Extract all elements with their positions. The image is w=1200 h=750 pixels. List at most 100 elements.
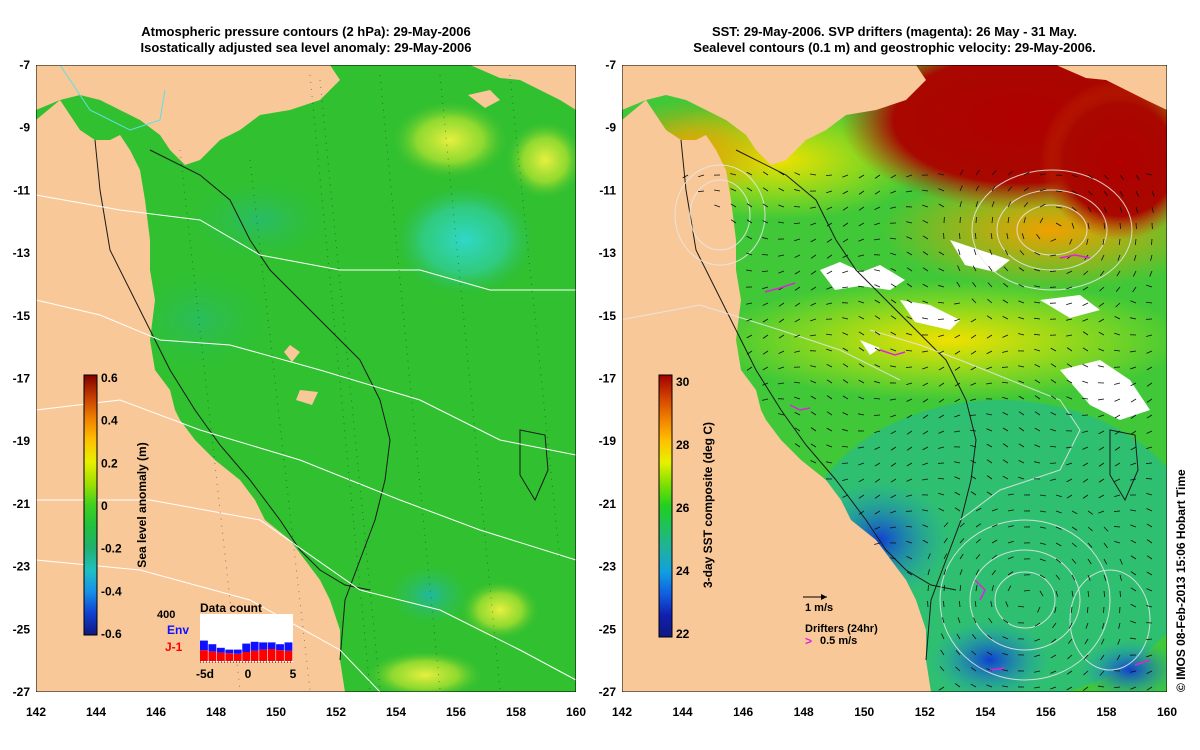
velocity-arrow <box>1119 574 1122 581</box>
velocity-arrow <box>922 283 929 288</box>
velocity-arrow <box>778 366 785 370</box>
velocity-arrow <box>1130 603 1137 608</box>
velocity-arrow <box>794 270 801 275</box>
velocity-arrow <box>794 411 801 416</box>
velocity-arrow <box>1130 446 1137 451</box>
velocity-arrow <box>1115 302 1121 308</box>
j1-count-bar <box>233 653 242 661</box>
velocity-arrow <box>959 201 962 208</box>
velocity-arrow <box>1034 364 1041 368</box>
velocity-arrow <box>922 398 929 403</box>
velocity-arrow <box>1007 201 1012 208</box>
velocity-arrow <box>1003 266 1009 272</box>
lon-tick-label: 150 <box>266 705 286 719</box>
velocity-arrow <box>1082 364 1089 368</box>
velocity-arrow <box>1103 590 1106 598</box>
velocity-arrow <box>762 171 769 176</box>
velocity-arrow <box>1002 299 1009 304</box>
velocity-arrow <box>1055 222 1062 227</box>
velocity-arrow <box>1066 334 1073 337</box>
velocity-arrow <box>810 238 817 243</box>
lat-tick-label: -7 <box>19 58 30 72</box>
velocity-arrow <box>1146 508 1153 512</box>
velocity-arrow <box>730 219 737 224</box>
velocity-arrow <box>1113 686 1121 689</box>
velocity-arrow <box>1034 268 1041 272</box>
new-britain-land <box>470 65 576 110</box>
colorbar-tick-label: 22 <box>676 627 690 641</box>
velocity-arrow <box>975 523 982 528</box>
right-title-line2: Sealevel contours (0.1 m) and geostrophi… <box>693 40 1096 55</box>
island-land <box>296 390 318 405</box>
lat-tick-label: -21 <box>13 497 31 511</box>
velocity-arrow <box>941 633 945 640</box>
velocity-arrow <box>1098 510 1105 514</box>
velocity-arrow <box>1098 348 1105 352</box>
velocity-arrow <box>1034 411 1041 416</box>
velocity-arrow <box>986 491 993 496</box>
velocity-arrow <box>1100 638 1105 645</box>
velocity-arrow <box>906 556 913 560</box>
lat-tick-label: -23 <box>599 560 617 574</box>
velocity-legend: 1 m/s Drifters (24hr) > 0.5 m/s <box>803 594 878 648</box>
velocity-arrow <box>890 365 897 368</box>
velocity-arrow <box>906 236 913 240</box>
velocity-arrow <box>1114 494 1121 498</box>
velocity-arrow <box>938 173 945 176</box>
altimeter-tracks <box>179 74 561 691</box>
velocity-arrow <box>842 428 849 432</box>
velocity-arrow <box>959 585 962 592</box>
velocity-arrow <box>1071 558 1077 564</box>
velocity-arrow <box>1007 186 1013 192</box>
velocity-arrow <box>1130 382 1137 387</box>
j1-count-bar <box>242 652 251 661</box>
velocity-arrow <box>1018 411 1025 416</box>
velocity-arrow <box>810 365 817 368</box>
velocity-arrow <box>1118 622 1121 629</box>
velocity-arrow <box>1084 638 1089 645</box>
velocity-arrow <box>1082 686 1089 691</box>
velocity-arrow <box>842 347 849 352</box>
velocity-arrow <box>1002 669 1009 672</box>
velocity-arrow <box>906 299 913 304</box>
velocity-arrow <box>1113 526 1121 528</box>
velocity-arrow <box>1050 395 1057 400</box>
lat-tick-label: -25 <box>13 622 31 636</box>
velocity-arrow <box>1101 622 1105 629</box>
velocity-arrow <box>906 430 913 435</box>
velocity-arrow <box>943 600 945 608</box>
velocity-arrow <box>954 491 961 496</box>
velocity-arrow <box>762 382 769 386</box>
velocity-arrow <box>938 414 945 419</box>
drifters-label: Drifters (24hr) <box>805 623 878 635</box>
velocity-arrow <box>826 333 833 336</box>
velocity-arrow <box>1055 510 1062 514</box>
pressure-contour <box>36 194 576 291</box>
lat-tick-label: -23 <box>13 560 31 574</box>
lat-tick-label: -15 <box>13 309 31 323</box>
lat-tick-label: -13 <box>13 246 31 260</box>
right-colorbar-label: 3-day SST composite (deg C) <box>701 422 715 588</box>
velocity-arrow <box>1002 459 1009 464</box>
velocity-arrow <box>905 366 913 368</box>
velocity-arrow <box>810 270 817 275</box>
velocity-arrow <box>810 222 817 226</box>
velocity-arrow <box>906 571 913 576</box>
j1-count-bar <box>216 652 225 661</box>
j1-count-bar <box>250 650 259 661</box>
velocity-arrow <box>1103 222 1106 229</box>
pressure-contour <box>36 499 576 681</box>
colorbar-tick-label: 0 <box>101 499 108 513</box>
velocity-arrow <box>826 270 833 275</box>
velocity-arrow <box>906 462 913 467</box>
velocity-arrow <box>1130 462 1137 466</box>
velocity-arrow <box>1067 638 1073 644</box>
velocity-arrow <box>1145 638 1153 641</box>
velocity-arrow <box>1055 558 1062 563</box>
velocity-arrow <box>986 651 993 656</box>
env-count-bar <box>233 649 242 654</box>
velocity-arrow <box>1069 238 1073 245</box>
velocity-arrow <box>858 174 865 179</box>
velocity-arrow <box>826 254 833 259</box>
velocity-arrow <box>927 584 929 592</box>
